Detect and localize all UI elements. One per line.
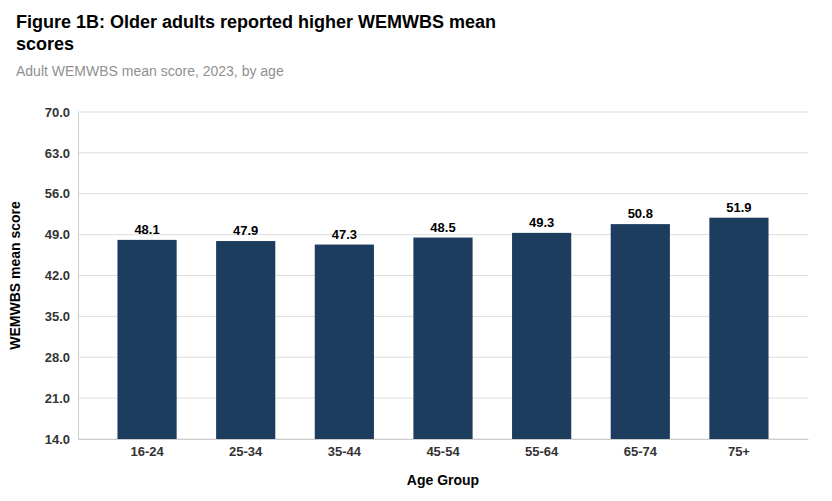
x-tick: 55-64 (525, 439, 559, 459)
y-tick: 56.0 (45, 186, 78, 201)
bar (216, 241, 275, 439)
bar (117, 240, 176, 439)
y-tick: 35.0 (45, 309, 78, 324)
x-tick-label: 45-54 (426, 444, 460, 459)
data-label: 47.3 (332, 227, 357, 242)
bar (709, 218, 768, 439)
data-label: 51.9 (726, 200, 751, 215)
x-tick-label: 16-24 (130, 444, 164, 459)
bar (413, 238, 472, 439)
data-label: 47.9 (233, 223, 258, 238)
x-tick-label: 75+ (728, 444, 750, 459)
grid-line (78, 152, 808, 153)
y-tick: 28.0 (45, 350, 78, 365)
y-axis-line (78, 113, 79, 440)
y-tick-label: 49.0 (45, 227, 70, 242)
chart-svg: Figure 1B: Older adults reported higher … (0, 0, 832, 501)
grid-line (78, 193, 808, 194)
x-tick: 45-54 (426, 439, 460, 459)
x-tick-label: 35-44 (328, 444, 362, 459)
y-tick-label: 63.0 (45, 146, 70, 161)
x-tick-label: 55-64 (525, 444, 559, 459)
x-axis: 16-24 25-34 35-44 45-54 55-64 65-74 75+ (79, 439, 809, 459)
data-label: 48.5 (430, 220, 455, 235)
y-tick: 70.0 (45, 105, 78, 120)
data-label: 49.3 (529, 215, 554, 230)
data-labels: 48.1 47.9 47.3 48.5 49.3 50.8 51.9 (134, 200, 751, 242)
data-label: 48.1 (134, 222, 159, 237)
bar (611, 224, 670, 439)
x-tick: 35-44 (328, 439, 362, 459)
y-tick: 21.0 (45, 391, 78, 406)
x-tick: 16-24 (130, 439, 164, 459)
y-tick-label: 35.0 (45, 309, 70, 324)
subtitle: Adult WEMWBS mean score, 2023, by age (16, 63, 284, 79)
x-tick-label: 25-34 (229, 444, 263, 459)
bars (117, 218, 768, 439)
y-axis-title: WEMWBS mean score (7, 201, 23, 350)
y-tick-label: 56.0 (45, 186, 70, 201)
y-tick-label: 70.0 (45, 105, 70, 120)
y-axis: 14.0 21.0 28.0 35.0 42.0 49.0 56.0 63.0 70.0 (45, 105, 79, 447)
grid-line (78, 112, 808, 113)
grid (78, 112, 808, 439)
bar (512, 233, 571, 439)
y-tick: 63.0 (45, 146, 78, 161)
y-tick-label: 28.0 (45, 350, 70, 365)
x-axis-line (79, 439, 809, 440)
data-label: 50.8 (628, 206, 653, 221)
x-axis-title: Age Group (407, 472, 479, 488)
y-tick: 14.0 (45, 432, 78, 447)
x-tick: 75+ (728, 439, 750, 459)
y-tick-label: 14.0 (45, 432, 70, 447)
y-tick: 49.0 (45, 227, 78, 242)
x-tick: 25-34 (229, 439, 263, 459)
plot-area: 14.0 21.0 28.0 35.0 42.0 49.0 56.0 63.0 70.0 16-2… (7, 105, 809, 488)
y-tick: 42.0 (45, 268, 78, 283)
x-tick: 65-74 (624, 439, 658, 459)
y-tick-label: 21.0 (45, 391, 70, 406)
x-tick-label: 65-74 (624, 444, 658, 459)
bar (315, 245, 374, 439)
title: Figure 1B: Older adults reported higher … (16, 12, 496, 54)
y-tick-label: 42.0 (45, 268, 70, 283)
